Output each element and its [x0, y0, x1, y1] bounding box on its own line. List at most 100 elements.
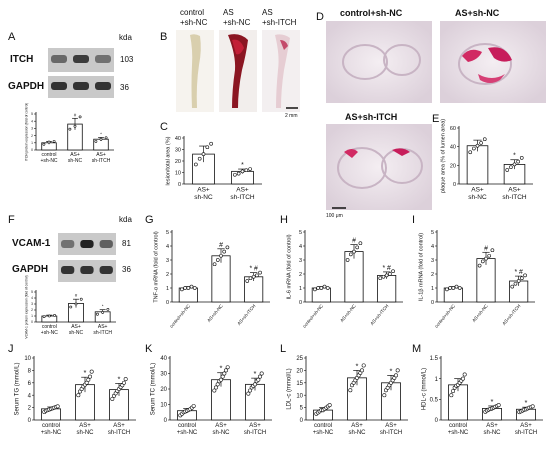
blot-band [51, 55, 67, 63]
x-tick-label: sh-NC [348, 430, 366, 436]
significance-mark: # [219, 242, 223, 249]
data-point [222, 249, 227, 254]
x-tick-label: sh-ITCH [244, 430, 266, 436]
y-tick-label: 2 [31, 308, 33, 312]
data-point [255, 273, 259, 278]
data-point [69, 305, 73, 309]
data-point [219, 253, 223, 258]
y-tick-label: 0 [31, 148, 33, 152]
aorta-specimen [228, 34, 248, 108]
x-tick-label: sh-ITCH [380, 430, 402, 436]
data-point [496, 403, 501, 408]
y-axis-label: plaque area (% of lumen area) [441, 119, 447, 193]
significance-mark: * # [514, 269, 523, 276]
scale-bar-label: 100 μm [326, 213, 343, 219]
data-point [89, 369, 94, 374]
y-tick-label: 4 [431, 244, 434, 250]
data-point [222, 371, 227, 376]
y-axis-label: Serum TC (mmol/L) [150, 363, 156, 416]
data-point [106, 307, 110, 311]
x-tick-label: AS+ [249, 423, 261, 429]
x-tick-label: AS+ [98, 324, 108, 330]
y-tick-label: 3 [31, 127, 33, 131]
data-point [253, 382, 257, 387]
data-point [96, 312, 99, 316]
y-tick-label: 30 [175, 147, 181, 153]
data-point [101, 310, 105, 314]
blot-band [73, 55, 89, 63]
data-point [313, 287, 317, 292]
histology-tile [440, 21, 546, 103]
aorta-specimen [190, 34, 201, 109]
data-point [516, 279, 521, 283]
x-tick-label: sh-NC [468, 194, 487, 201]
x-tick-label: sh-ITCH [230, 194, 255, 201]
data-point [73, 124, 77, 128]
data-point [457, 286, 462, 290]
y-tick-label: 0 [299, 300, 302, 306]
significance-mark: # [484, 245, 488, 252]
x-tick-label: control [314, 423, 332, 429]
aorta-lesion [280, 40, 288, 50]
data-point [472, 146, 476, 151]
data-point [220, 374, 225, 379]
data-point [530, 404, 535, 409]
blot-kda-label: 103 [120, 55, 134, 64]
data-point [461, 376, 465, 381]
data-point [212, 388, 217, 393]
data-point [248, 167, 252, 171]
y-tick-label: 1 [435, 377, 439, 383]
data-point [197, 156, 202, 161]
y-tick-label: 0.5 [430, 397, 439, 403]
aorta-column-label: AS [223, 8, 234, 17]
y-tick-label: 25 [296, 356, 303, 362]
blot-band [99, 266, 113, 274]
panel-letter-E: E [432, 113, 439, 125]
y-tick-label: 4 [166, 244, 169, 250]
data-point [462, 372, 467, 377]
data-point [123, 377, 128, 382]
blot-kda-label: 36 [120, 83, 129, 92]
data-point [194, 162, 198, 167]
aorta-column-label: +sh-ITCH [262, 18, 297, 27]
data-point [451, 286, 456, 290]
y-tick-label: 10 [175, 170, 181, 176]
blot-band [61, 266, 75, 274]
y-axis-label: HDL-c (mmol/L) [421, 368, 427, 410]
chart-g: 0 1 2 3 4 5 TNF-α mRNA (fold of control) contro… [154, 230, 270, 329]
y-tick-label: 5 [31, 112, 33, 116]
x-tick-label: control [41, 152, 56, 158]
x-tick-label: control [42, 324, 57, 330]
blot-unit-label: kda [119, 215, 132, 224]
blot-band [99, 240, 113, 248]
data-point [490, 248, 495, 253]
data-point [209, 141, 213, 146]
significance-mark: * [513, 153, 516, 160]
data-point [47, 140, 51, 144]
plaque-stain [488, 47, 512, 62]
chart-i: 0 1 2 3 4 5 IL-1β mRNA (fold of control) contro… [419, 230, 535, 329]
blot-kda-label: 36 [122, 265, 131, 274]
y-tick-label: 0 [166, 300, 169, 306]
y-tick-label: 1.5 [430, 356, 439, 362]
data-point [122, 380, 126, 385]
y-tick-label: 40 [450, 145, 456, 151]
x-tick-label: sh-ITCH [92, 158, 111, 164]
data-point [251, 274, 256, 279]
data-point [53, 313, 56, 317]
data-point [42, 315, 46, 319]
blot-band [80, 240, 94, 248]
data-point [523, 273, 527, 278]
panel-letter-A: A [8, 31, 16, 43]
blot-band [95, 82, 111, 90]
x-tick-label: control+sh-NC [434, 303, 457, 329]
data-point [484, 256, 488, 261]
histology-label: AS+sh-ITCH [345, 112, 397, 122]
panel-letter-C: C [160, 121, 168, 133]
data-point [225, 245, 230, 250]
y-tick-label: 5 [31, 290, 33, 294]
data-point [516, 159, 520, 164]
x-tick-label: sh-NC [76, 430, 94, 436]
data-point [475, 143, 480, 148]
